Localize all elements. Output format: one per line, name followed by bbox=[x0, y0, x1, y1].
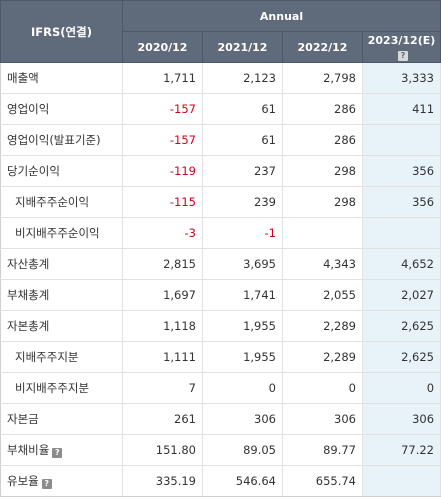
row-label-total-equity: 자본총계 bbox=[0, 310, 123, 342]
row-label-text: 부채비율 bbox=[7, 443, 50, 457]
table-cell-estimate: 2,625 bbox=[362, 310, 441, 342]
table-cell: 546.64 bbox=[202, 465, 283, 497]
table-row: 매출액 1,711 2,123 2,798 3,333 bbox=[0, 62, 441, 94]
row-label-capital-stock: 자본금 bbox=[0, 403, 123, 435]
row-label-noncontrolling-equity: 비지배주주지분 bbox=[0, 372, 123, 404]
table-cell-estimate bbox=[362, 217, 441, 249]
table-cell: 2,798 bbox=[282, 62, 363, 94]
table-row: 자본금 261 306 306 306 bbox=[0, 403, 441, 435]
table-cell: -119 bbox=[122, 155, 203, 187]
table-cell-estimate: 3,333 bbox=[362, 62, 441, 94]
table-cell: 151.80 bbox=[122, 434, 203, 466]
table-row: 부채비율? 151.80 89.05 89.77 77.22 bbox=[0, 434, 441, 466]
table-row: 자산총계 2,815 3,695 4,343 4,652 bbox=[0, 248, 441, 280]
year-header-2022: 2022/12 bbox=[282, 31, 363, 63]
table-cell: 1,955 bbox=[202, 341, 283, 373]
table-cell: 1,111 bbox=[122, 341, 203, 373]
table-cell: 1,118 bbox=[122, 310, 203, 342]
table-cell: 89.05 bbox=[202, 434, 283, 466]
row-label-controlling-net-income: 지배주주순이익 bbox=[0, 186, 123, 218]
table-cell: 286 bbox=[282, 93, 363, 125]
table-cell: 286 bbox=[282, 124, 363, 156]
table-cell: 1,955 bbox=[202, 310, 283, 342]
table-row: 영업이익 -157 61 286 411 bbox=[0, 93, 441, 125]
table-cell: 61 bbox=[202, 124, 283, 156]
table-cell-estimate: 411 bbox=[362, 93, 441, 125]
table-row: 당기순이익 -119 237 298 356 bbox=[0, 155, 441, 187]
table-cell-estimate bbox=[362, 124, 441, 156]
table-cell-estimate: 2,625 bbox=[362, 341, 441, 373]
table-row: 자본총계 1,118 1,955 2,289 2,625 bbox=[0, 310, 441, 342]
table-row: 지배주주순이익 -115 239 298 356 bbox=[0, 186, 441, 218]
table-row: 지배주주지분 1,111 1,955 2,289 2,625 bbox=[0, 341, 441, 373]
table-cell: 306 bbox=[282, 403, 363, 435]
row-label-total-liabilities: 부채총계 bbox=[0, 279, 123, 311]
table-cell-estimate: 4,652 bbox=[362, 248, 441, 280]
table-cell: 89.77 bbox=[282, 434, 363, 466]
table-cell: 261 bbox=[122, 403, 203, 435]
table-row: 영업이익(발표기준) -157 61 286 bbox=[0, 124, 441, 156]
table-cell: 335.19 bbox=[122, 465, 203, 497]
row-label-controlling-equity: 지배주주지분 bbox=[0, 341, 123, 373]
row-label-text: 유보율 bbox=[7, 474, 39, 488]
row-label-noncontrolling-net-income: 비지배주주순이익 bbox=[0, 217, 123, 249]
table-row: 부채총계 1,697 1,741 2,055 2,027 bbox=[0, 279, 441, 311]
table-cell: 0 bbox=[282, 372, 363, 404]
table-cell: 2,289 bbox=[282, 341, 363, 373]
table-cell-estimate bbox=[362, 465, 441, 497]
year-header-label: 2023/12(E) bbox=[367, 33, 436, 47]
table-cell: 1,697 bbox=[122, 279, 203, 311]
row-label-operating-profit: 영업이익 bbox=[0, 93, 123, 125]
row-label-operating-profit-reported: 영업이익(발표기준) bbox=[0, 124, 123, 156]
table-corner-header: IFRS(연결) bbox=[0, 0, 123, 63]
question-icon[interactable]: ? bbox=[398, 50, 408, 61]
year-header-2020: 2020/12 bbox=[122, 31, 203, 63]
table-cell-estimate: 0 bbox=[362, 372, 441, 404]
row-label-total-assets: 자산총계 bbox=[0, 248, 123, 280]
table-cell: 2,123 bbox=[202, 62, 283, 94]
table-cell: 298 bbox=[282, 186, 363, 218]
table-cell: 4,343 bbox=[282, 248, 363, 280]
table-cell: 239 bbox=[202, 186, 283, 218]
table-cell: 0 bbox=[202, 372, 283, 404]
row-label-reserve-ratio: 유보율? bbox=[0, 465, 123, 497]
table-cell bbox=[282, 217, 363, 249]
question-icon[interactable]: ? bbox=[41, 479, 52, 489]
table-cell: 61 bbox=[202, 93, 283, 125]
row-label-revenue: 매출액 bbox=[0, 62, 123, 94]
table-row: 비지배주주지분 7 0 0 0 bbox=[0, 372, 441, 404]
table-cell-estimate: 356 bbox=[362, 186, 441, 218]
year-header-2023-estimate: 2023/12(E)? bbox=[361, 31, 441, 63]
table-cell: 306 bbox=[202, 403, 283, 435]
table-cell-estimate: 306 bbox=[362, 403, 441, 435]
row-label-net-income: 당기순이익 bbox=[0, 155, 123, 187]
year-header-2021: 2021/12 bbox=[202, 31, 283, 63]
table-cell: 298 bbox=[282, 155, 363, 187]
row-label-debt-ratio: 부채비율? bbox=[0, 434, 123, 466]
table-cell: -157 bbox=[122, 124, 203, 156]
table-cell: -157 bbox=[122, 93, 203, 125]
table-row: 유보율? 335.19 546.64 655.74 bbox=[0, 465, 441, 497]
table-cell: 1,741 bbox=[202, 279, 283, 311]
table-cell: 2,815 bbox=[122, 248, 203, 280]
table-cell: 3,695 bbox=[202, 248, 283, 280]
table-row: 비지배주주순이익 -3 -1 bbox=[0, 217, 441, 249]
question-icon[interactable]: ? bbox=[52, 448, 63, 458]
table-cell: 7 bbox=[122, 372, 203, 404]
annual-group-header: Annual bbox=[121, 0, 441, 32]
table-cell-estimate: 77.22 bbox=[362, 434, 441, 466]
table-cell: 2,289 bbox=[282, 310, 363, 342]
table-cell-estimate: 356 bbox=[362, 155, 441, 187]
table-cell: 237 bbox=[202, 155, 283, 187]
table-cell: 2,055 bbox=[282, 279, 363, 311]
table-cell: -3 bbox=[122, 217, 203, 249]
table-cell: 655.74 bbox=[282, 465, 363, 497]
table-cell: -1 bbox=[202, 217, 283, 249]
table-cell: 1,711 bbox=[122, 62, 203, 94]
table-cell-estimate: 2,027 bbox=[362, 279, 441, 311]
table-cell: -115 bbox=[122, 186, 203, 218]
